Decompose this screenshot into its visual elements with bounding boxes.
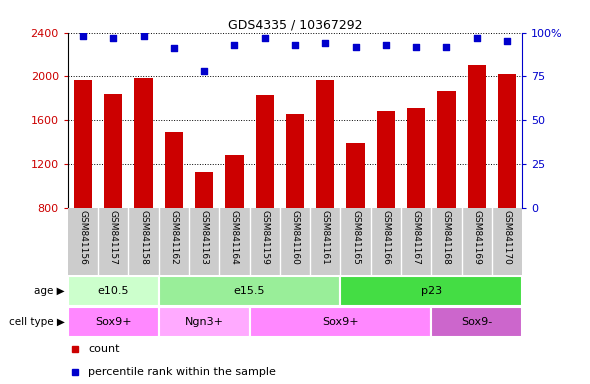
Bar — [159, 276, 340, 306]
Text: percentile rank within the sample: percentile rank within the sample — [88, 367, 276, 377]
Text: GSM841157: GSM841157 — [109, 210, 118, 265]
Bar — [437, 91, 455, 208]
Point — [169, 45, 179, 51]
Bar — [225, 155, 244, 208]
Text: GSM841168: GSM841168 — [442, 210, 451, 265]
Bar — [159, 307, 250, 337]
Bar — [165, 132, 183, 208]
Point — [381, 42, 391, 48]
Point — [502, 38, 512, 45]
Text: GSM841169: GSM841169 — [472, 210, 481, 265]
Text: e10.5: e10.5 — [97, 286, 129, 296]
Point — [78, 33, 88, 39]
Point — [230, 42, 239, 48]
Text: e15.5: e15.5 — [234, 286, 266, 296]
Text: GSM841158: GSM841158 — [139, 210, 148, 265]
Text: GSM841167: GSM841167 — [412, 210, 421, 265]
Bar — [68, 307, 159, 337]
Text: GSM841160: GSM841160 — [290, 210, 300, 265]
Point — [442, 43, 451, 50]
Text: age ▶: age ▶ — [34, 286, 65, 296]
Bar — [468, 65, 486, 208]
Text: Sox9+: Sox9+ — [95, 317, 132, 327]
Bar — [286, 114, 304, 208]
Text: cell type ▶: cell type ▶ — [9, 317, 65, 327]
Point — [199, 68, 209, 74]
Text: Sox9+: Sox9+ — [322, 317, 359, 327]
Point — [139, 33, 148, 39]
Bar — [74, 80, 92, 208]
Point — [109, 35, 118, 41]
Text: GSM841166: GSM841166 — [381, 210, 391, 265]
Point — [472, 35, 481, 41]
Bar — [250, 307, 431, 337]
Bar — [407, 108, 425, 208]
Point — [411, 43, 421, 50]
Text: GSM841156: GSM841156 — [78, 210, 87, 265]
Bar — [346, 143, 365, 208]
Title: GDS4335 / 10367292: GDS4335 / 10367292 — [228, 18, 362, 31]
Point — [320, 40, 330, 46]
Bar — [377, 111, 395, 208]
Bar — [68, 276, 159, 306]
Text: p23: p23 — [421, 286, 442, 296]
Bar — [498, 74, 516, 208]
Bar — [195, 172, 213, 208]
Text: count: count — [88, 344, 120, 354]
Text: Sox9-: Sox9- — [461, 317, 492, 327]
Point — [351, 43, 360, 50]
Text: GSM841164: GSM841164 — [230, 210, 239, 265]
Text: GSM841162: GSM841162 — [169, 210, 178, 265]
Bar — [340, 276, 522, 306]
Text: Ngn3+: Ngn3+ — [185, 317, 224, 327]
Text: GSM841165: GSM841165 — [351, 210, 360, 265]
Bar — [316, 80, 335, 208]
Bar — [135, 78, 153, 208]
Text: GSM841163: GSM841163 — [199, 210, 209, 265]
Bar — [104, 94, 122, 208]
Text: GSM841161: GSM841161 — [321, 210, 330, 265]
Point — [260, 35, 270, 41]
Text: GSM841170: GSM841170 — [503, 210, 512, 265]
Bar — [255, 95, 274, 208]
Bar — [431, 307, 522, 337]
Point — [290, 42, 300, 48]
Text: GSM841159: GSM841159 — [260, 210, 269, 265]
